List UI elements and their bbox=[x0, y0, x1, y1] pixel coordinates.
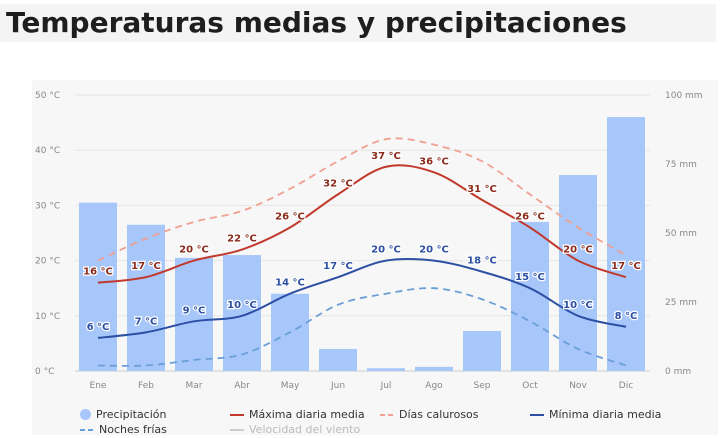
data-label: 20 °C bbox=[179, 245, 209, 256]
precip-bar bbox=[511, 221, 549, 371]
legend-noches-frias[interactable]: Noches frías bbox=[80, 423, 167, 436]
data-label: 37 °C bbox=[371, 151, 401, 162]
y-tick-label: 10 °C bbox=[35, 312, 60, 322]
data-label: 14 °C bbox=[275, 278, 305, 289]
precip-bar bbox=[559, 175, 597, 371]
data-label: 15 °C bbox=[515, 272, 545, 283]
precip-bar bbox=[79, 202, 117, 371]
precip-bar bbox=[223, 255, 261, 371]
y2-tick-label: 50 mm bbox=[665, 229, 697, 239]
data-label: 6 °C bbox=[87, 322, 110, 333]
precip-bar bbox=[319, 348, 357, 371]
x-tick-label: Sep bbox=[474, 381, 491, 391]
legend-minima[interactable]: Mínima diaria media bbox=[530, 408, 661, 421]
data-label: 26 °C bbox=[275, 211, 305, 222]
data-label: 8 °C bbox=[615, 311, 638, 322]
y-tick-label: 30 °C bbox=[35, 201, 60, 211]
data-label: 20 °C bbox=[371, 245, 401, 256]
data-label: 22 °C bbox=[227, 234, 257, 245]
legend-line-icon bbox=[230, 428, 244, 431]
x-tick-label: Ago bbox=[425, 381, 443, 391]
data-label: 10 °C bbox=[227, 300, 257, 311]
y2-tick-label: 100 mm bbox=[665, 91, 703, 101]
data-label: 17 °C bbox=[611, 261, 641, 272]
y-tick-label: 40 °C bbox=[35, 146, 60, 156]
x-tick-label: Feb bbox=[138, 381, 154, 391]
precip-bar bbox=[175, 257, 213, 371]
legend-label: Máxima diaria media bbox=[249, 408, 365, 421]
precip-bar bbox=[127, 224, 165, 371]
y2-tick-label: 75 mm bbox=[665, 160, 697, 170]
legend-dash-icon bbox=[380, 413, 394, 416]
data-label: 31 °C bbox=[467, 184, 497, 195]
legend-dash-icon bbox=[80, 428, 94, 431]
x-tick-label: Jul bbox=[380, 381, 392, 391]
precip-bar bbox=[463, 330, 501, 371]
legend-label: Precipitación bbox=[96, 408, 167, 421]
legend-label: Noches frías bbox=[99, 423, 167, 436]
y2-tick-label: 0 mm bbox=[665, 367, 691, 377]
legend-label: Mínima diaria media bbox=[549, 408, 662, 421]
x-tick-label: Nov bbox=[569, 381, 587, 391]
x-tick-label: Abr bbox=[234, 381, 250, 391]
x-tick-label: Dic bbox=[619, 381, 633, 391]
data-label: 16 °C bbox=[83, 267, 113, 278]
legend-label: Días calurosos bbox=[399, 408, 479, 421]
data-label: 26 °C bbox=[515, 211, 545, 222]
series-line-1 bbox=[97, 164, 627, 284]
legend-line-icon bbox=[230, 413, 244, 416]
legend-precipitacion[interactable]: Precipitación bbox=[80, 408, 167, 421]
data-label: 20 °C bbox=[563, 245, 593, 256]
data-label: 9 °C bbox=[183, 305, 206, 316]
legend-calurosos[interactable]: Días calurosos bbox=[380, 408, 479, 421]
data-label: 18 °C bbox=[467, 256, 497, 267]
y-tick-label: 0 °C bbox=[35, 367, 54, 377]
legend-maxima[interactable]: Máxima diaria media bbox=[230, 408, 365, 421]
precip-bar bbox=[367, 368, 405, 371]
data-label: 32 °C bbox=[323, 178, 353, 189]
series-line-4 bbox=[97, 287, 627, 367]
x-tick-label: Mar bbox=[186, 381, 203, 391]
legend-label: Velocidad del viento bbox=[249, 423, 361, 436]
page-title: Temperaturas medias y precipitaciones bbox=[0, 4, 716, 42]
data-label: 17 °C bbox=[131, 261, 161, 272]
x-tick-label: Ene bbox=[90, 381, 107, 391]
series-line-3 bbox=[97, 257, 627, 339]
legend-line-icon bbox=[530, 413, 544, 416]
legend-viento[interactable]: Velocidad del viento bbox=[230, 423, 360, 436]
x-tick-label: Oct bbox=[522, 381, 538, 391]
x-tick-label: Jun bbox=[330, 381, 345, 391]
y2-tick-label: 25 mm bbox=[665, 298, 697, 308]
data-label: 10 °C bbox=[563, 300, 593, 311]
precip-bar bbox=[607, 117, 645, 371]
y-tick-label: 50 °C bbox=[35, 91, 60, 101]
data-label: 17 °C bbox=[323, 261, 353, 272]
x-tick-label: May bbox=[281, 381, 300, 391]
y-tick-label: 20 °C bbox=[35, 257, 60, 267]
data-label: 20 °C bbox=[419, 245, 449, 256]
data-label: 7 °C bbox=[135, 316, 158, 327]
precip-bar bbox=[415, 366, 453, 371]
legend-dot-icon bbox=[80, 409, 91, 420]
series-line-2 bbox=[97, 137, 627, 262]
data-label: 36 °C bbox=[419, 156, 449, 167]
